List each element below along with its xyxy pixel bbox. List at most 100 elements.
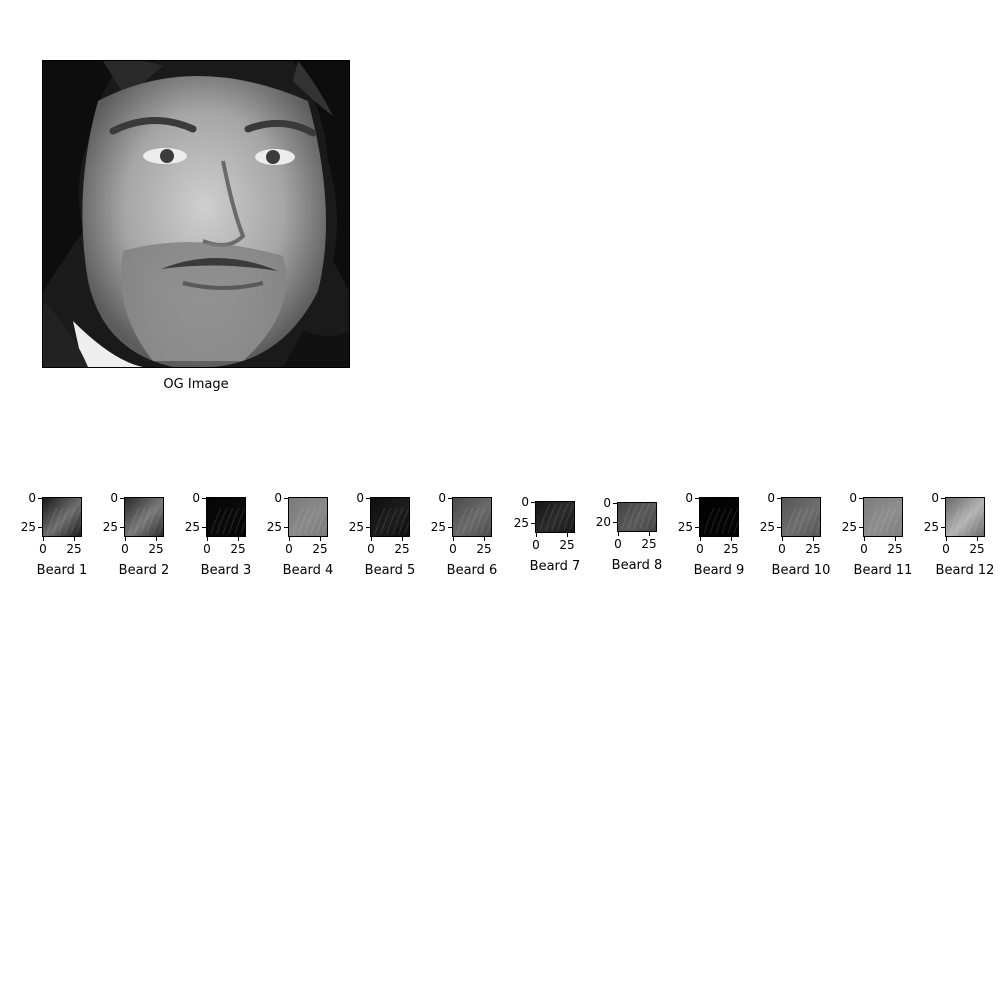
y-tick-mark bbox=[777, 498, 781, 499]
texture-stroke bbox=[152, 507, 163, 535]
y-tick-mark bbox=[202, 527, 206, 528]
y-tick-mark bbox=[531, 502, 535, 503]
x-tick-label: 25 bbox=[476, 542, 492, 556]
y-tick-label: 25 bbox=[102, 520, 118, 534]
x-tick-mark bbox=[895, 537, 896, 541]
y-tick-mark bbox=[777, 527, 781, 528]
beard-patch-caption: Beard 8 bbox=[611, 558, 663, 573]
x-tick-label: 25 bbox=[394, 542, 410, 556]
texture-stroke bbox=[563, 503, 574, 531]
patch-texture bbox=[292, 507, 327, 535]
y-tick-mark bbox=[531, 523, 535, 524]
texture-stroke bbox=[146, 507, 158, 535]
y-tick-label: 25 bbox=[841, 520, 857, 534]
texture-stroke bbox=[222, 507, 234, 535]
beard-patch-caption: Beard 2 bbox=[118, 563, 170, 578]
texture-stroke bbox=[569, 516, 574, 531]
y-tick-label: 25 bbox=[184, 520, 200, 534]
texture-stroke bbox=[897, 520, 902, 535]
y-tick-label: 25 bbox=[677, 520, 693, 534]
y-tick-mark bbox=[366, 527, 370, 528]
x-tick-mark bbox=[946, 537, 947, 541]
x-tick-mark bbox=[731, 537, 732, 541]
y-tick-label: 25 bbox=[759, 520, 775, 534]
texture-stroke bbox=[128, 507, 140, 535]
y-tick-label: 25 bbox=[266, 520, 282, 534]
x-tick-mark bbox=[484, 537, 485, 541]
y-tick-mark bbox=[448, 527, 452, 528]
beard-patch bbox=[452, 497, 492, 537]
beard-patch bbox=[42, 497, 82, 537]
texture-stroke bbox=[815, 520, 820, 535]
x-tick-mark bbox=[207, 537, 208, 541]
y-tick-mark bbox=[941, 527, 945, 528]
texture-stroke bbox=[480, 507, 491, 535]
x-tick-mark bbox=[567, 533, 568, 537]
beard-patch bbox=[617, 502, 657, 532]
texture-stroke bbox=[979, 520, 984, 535]
beard-patch bbox=[945, 497, 985, 537]
texture-stroke bbox=[621, 503, 633, 530]
x-tick-label: 25 bbox=[887, 542, 903, 556]
beard-patch bbox=[370, 497, 410, 537]
x-tick-label: 25 bbox=[641, 537, 657, 551]
beard-patch-caption: Beard 9 bbox=[693, 563, 745, 578]
texture-stroke bbox=[709, 507, 721, 535]
texture-stroke bbox=[298, 507, 310, 535]
texture-stroke bbox=[949, 507, 961, 535]
x-tick-label: 0 bbox=[121, 542, 129, 556]
patch-texture bbox=[539, 503, 574, 531]
y-tick-label: 0 bbox=[438, 491, 446, 505]
y-tick-mark bbox=[202, 498, 206, 499]
x-tick-label: 0 bbox=[203, 542, 211, 556]
y-tick-label: 25 bbox=[513, 516, 529, 530]
texture-stroke bbox=[879, 507, 891, 535]
x-tick-mark bbox=[813, 537, 814, 541]
texture-stroke bbox=[392, 507, 404, 535]
texture-stroke bbox=[58, 507, 70, 535]
texture-stroke bbox=[292, 507, 304, 535]
beard-patch-caption: Beard 1 bbox=[36, 563, 88, 578]
y-tick-label: 25 bbox=[20, 520, 36, 534]
y-tick-mark bbox=[120, 527, 124, 528]
texture-stroke bbox=[474, 507, 486, 535]
patch-texture bbox=[374, 507, 409, 535]
texture-stroke bbox=[785, 507, 797, 535]
texture-stroke bbox=[703, 507, 715, 535]
y-tick-mark bbox=[366, 498, 370, 499]
x-tick-label: 25 bbox=[230, 542, 246, 556]
beard-patch bbox=[206, 497, 246, 537]
y-tick-label: 0 bbox=[931, 491, 939, 505]
beard-patch-caption: Beard 11 bbox=[853, 563, 913, 578]
y-tick-label: 0 bbox=[274, 491, 282, 505]
x-tick-mark bbox=[289, 537, 290, 541]
texture-stroke bbox=[462, 507, 474, 535]
x-tick-label: 25 bbox=[723, 542, 739, 556]
texture-stroke bbox=[545, 503, 557, 531]
texture-stroke bbox=[468, 507, 480, 535]
x-tick-label: 25 bbox=[559, 538, 575, 552]
y-tick-label: 25 bbox=[923, 520, 939, 534]
x-tick-mark bbox=[782, 537, 783, 541]
texture-stroke bbox=[140, 507, 152, 535]
beard-patch-caption: Beard 6 bbox=[446, 563, 498, 578]
x-tick-mark bbox=[74, 537, 75, 541]
texture-stroke bbox=[486, 520, 491, 535]
patch-texture bbox=[867, 507, 902, 535]
texture-stroke bbox=[873, 507, 885, 535]
texture-stroke bbox=[727, 507, 738, 535]
texture-stroke bbox=[797, 507, 809, 535]
texture-stroke bbox=[240, 520, 245, 535]
y-tick-mark bbox=[38, 527, 42, 528]
y-tick-mark bbox=[941, 498, 945, 499]
texture-stroke bbox=[210, 507, 222, 535]
y-tick-mark bbox=[859, 527, 863, 528]
y-tick-label: 25 bbox=[430, 520, 446, 534]
texture-stroke bbox=[715, 507, 727, 535]
beard-patch bbox=[863, 497, 903, 537]
x-tick-mark bbox=[402, 537, 403, 541]
texture-stroke bbox=[234, 507, 245, 535]
texture-stroke bbox=[645, 503, 656, 530]
texture-stroke bbox=[955, 507, 967, 535]
x-tick-mark bbox=[700, 537, 701, 541]
